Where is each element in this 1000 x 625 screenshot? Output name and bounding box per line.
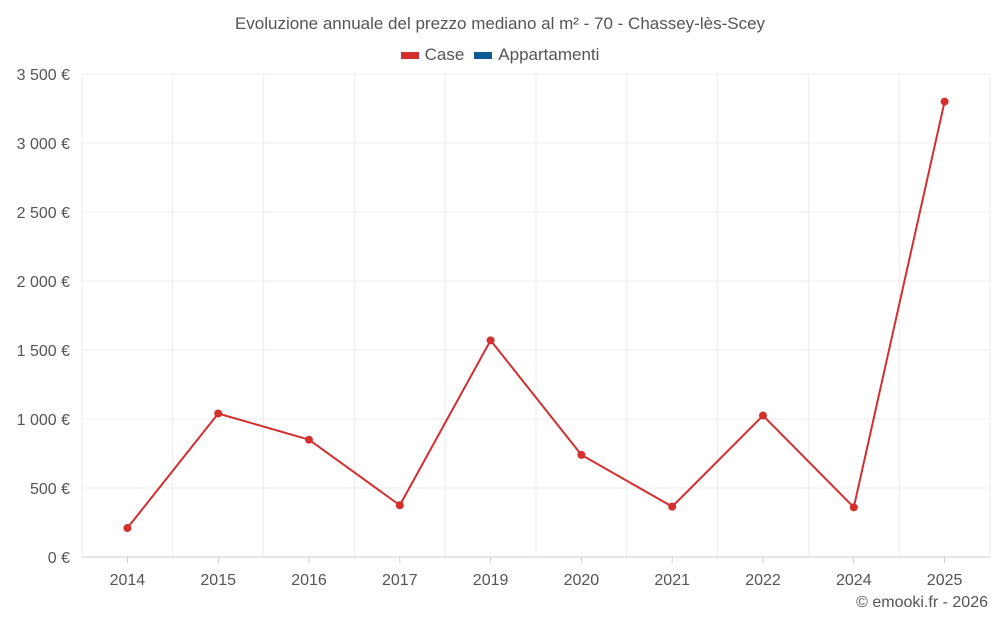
x-tick-label: 2020 bbox=[564, 572, 600, 589]
credit: © emooki.fr - 2026 bbox=[856, 594, 988, 611]
data-point bbox=[486, 336, 495, 345]
y-tick-label: 500 € bbox=[30, 481, 70, 498]
data-point bbox=[123, 524, 132, 533]
data-point bbox=[759, 411, 767, 420]
x-tick-label: 2025 bbox=[927, 572, 963, 589]
y-tick-label: 2 500 € bbox=[17, 205, 70, 222]
x-tick-label: 2022 bbox=[745, 572, 781, 589]
x-tick-label: 2024 bbox=[836, 572, 872, 589]
y-tick-label: 0 € bbox=[48, 550, 70, 567]
axes: 0 € 500 € 1 000 € 1 500 € 2 000 € 2 500 € 3 00… bbox=[17, 67, 990, 589]
legend: Case Appartamenti bbox=[0, 45, 1000, 65]
legend-label-appartamenti: Appartamenti bbox=[498, 45, 600, 64]
y-tick-label: 3 500 € bbox=[17, 67, 70, 84]
data-point bbox=[395, 501, 404, 510]
data-point bbox=[849, 503, 858, 512]
x-tick-label: 2014 bbox=[110, 572, 146, 589]
y-tick-label: 2 000 € bbox=[17, 274, 70, 291]
legend-item-case[interactable]: Case bbox=[400, 45, 465, 65]
x-tick-label: 2021 bbox=[654, 572, 690, 589]
legend-item-appartamenti[interactable]: Appartamenti bbox=[474, 45, 599, 65]
chart-title: Evoluzione annuale del prezzo mediano al… bbox=[234, 14, 766, 33]
grid bbox=[81, 73, 991, 557]
x-tick-label: 2017 bbox=[382, 572, 418, 589]
data-point bbox=[214, 409, 223, 418]
y-tick-label: 1 500 € bbox=[17, 343, 70, 360]
series-line-case bbox=[126, 101, 946, 529]
y-tick-label: 1 000 € bbox=[17, 412, 70, 429]
x-tick-label: 2019 bbox=[473, 572, 509, 589]
data-point bbox=[577, 450, 586, 459]
x-tick-label: 2015 bbox=[200, 572, 236, 589]
data-point bbox=[668, 502, 677, 511]
x-tick-label: 2016 bbox=[291, 572, 327, 589]
legend-label-case: Case bbox=[424, 45, 465, 64]
y-tick-label: 3 000 € bbox=[17, 136, 70, 153]
legend-swatch-appartamenti bbox=[474, 51, 493, 59]
data-point bbox=[305, 435, 313, 444]
series bbox=[123, 97, 949, 533]
data-point bbox=[940, 97, 949, 106]
legend-swatch-case bbox=[400, 51, 419, 59]
